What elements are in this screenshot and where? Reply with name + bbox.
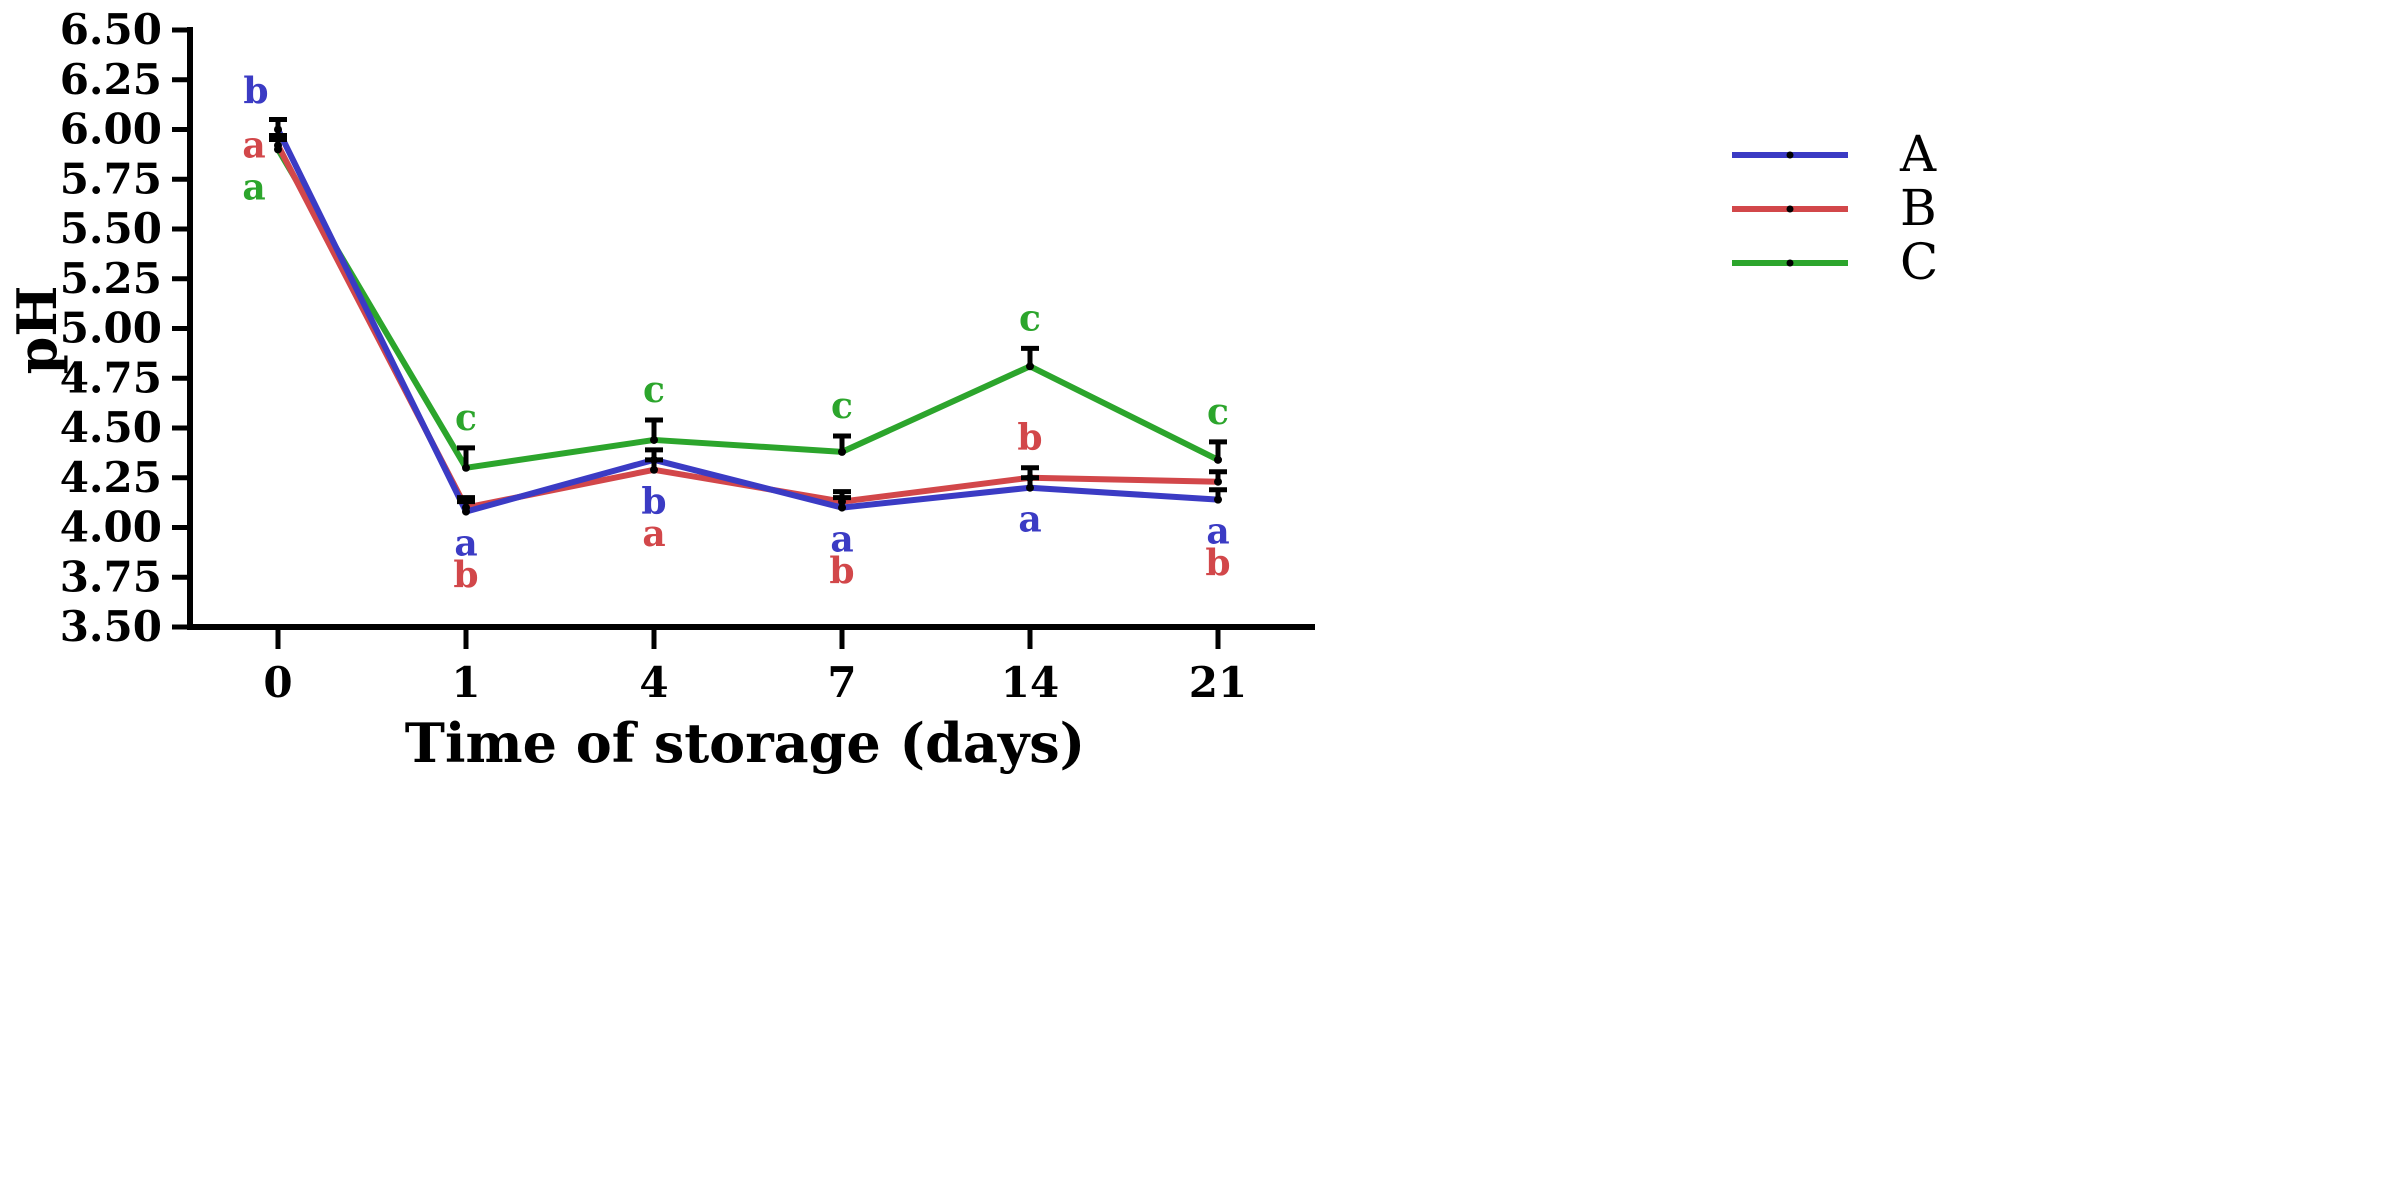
y-tick-label: 4.00 — [60, 503, 162, 552]
data-point — [274, 145, 282, 154]
significance-letter-B: a — [242, 124, 265, 166]
series-line-B — [275, 144, 1219, 511]
data-point — [838, 447, 846, 456]
y-axis-title: pH — [5, 286, 69, 375]
legend-label-C: C — [1900, 233, 1938, 291]
y-tick-label: 4.25 — [60, 453, 162, 502]
data-point — [1214, 495, 1222, 504]
series-line-A — [275, 128, 1219, 515]
data-point — [1214, 477, 1222, 486]
significance-letter-A: b — [641, 481, 666, 523]
x-tick-label: 1 — [451, 658, 480, 707]
x-tick-label: 7 — [827, 658, 856, 707]
significance-letter-A: a — [1206, 511, 1229, 553]
data-point — [650, 465, 658, 474]
y-tick-label: 4.75 — [60, 353, 162, 402]
significance-letter-C: c — [1019, 297, 1041, 339]
legend-marker-A — [1786, 151, 1794, 159]
significance-letter-C: c — [643, 369, 665, 411]
x-tick-label: 0 — [263, 658, 292, 707]
x-tick-label: 21 — [1189, 658, 1247, 707]
x-tick-label: 4 — [639, 658, 668, 707]
significance-letter-C: c — [1207, 391, 1229, 433]
legend-label-A: A — [1899, 125, 1937, 183]
y-tick-label: 5.00 — [60, 304, 162, 353]
data-point — [838, 503, 846, 512]
significance-letter-B: b — [1205, 543, 1230, 585]
series-line-C — [275, 147, 1220, 471]
significance-letter-A: a — [454, 523, 477, 565]
y-tick-label: 5.25 — [60, 254, 162, 303]
y-tick-label: 4.50 — [60, 403, 162, 452]
x-axis-ticks: 0 1 4 7 14 21 — [263, 627, 1247, 707]
significance-letter-C: a — [242, 166, 265, 208]
data-point — [274, 125, 282, 134]
legend-label-B: B — [1900, 179, 1937, 237]
x-axis-title: Time of storage (days) — [405, 711, 1085, 775]
data-point — [462, 463, 470, 472]
y-tick-label: 5.75 — [60, 154, 162, 203]
significance-letter-B: a — [642, 513, 665, 555]
data-point — [838, 497, 846, 506]
significance-letter-B: b — [829, 551, 854, 593]
legend: ABC — [1732, 125, 1938, 291]
legend-marker-B — [1786, 205, 1794, 213]
y-tick-label: 6.25 — [60, 55, 162, 104]
significance-letter-A: b — [243, 71, 268, 113]
significance-letter-B: b — [1017, 417, 1042, 459]
x-tick-label: 14 — [1001, 658, 1059, 707]
significance-letter-A: a — [1018, 499, 1041, 541]
data-point — [462, 503, 470, 512]
data-point — [1026, 483, 1034, 492]
data-point — [1214, 455, 1222, 464]
y-axis-ticks: 3.503.754.004.254.504.755.005.255.505.75… — [60, 5, 190, 651]
y-tick-label: 3.75 — [60, 552, 162, 601]
data-point — [650, 435, 658, 444]
significance-letter-B: b — [453, 555, 478, 597]
y-tick-label: 3.50 — [60, 602, 162, 651]
significance-letter-C: c — [455, 397, 477, 439]
y-tick-label: 6.00 — [60, 105, 162, 154]
significance-letter-C: c — [831, 385, 853, 427]
data-point — [1026, 473, 1034, 482]
legend-marker-C — [1786, 259, 1794, 267]
y-tick-label: 5.50 — [60, 204, 162, 253]
data-point — [1026, 362, 1034, 371]
series-layer — [269, 117, 1227, 516]
significance-letter-A: a — [830, 519, 853, 561]
y-tick-label: 6.50 — [60, 5, 162, 54]
